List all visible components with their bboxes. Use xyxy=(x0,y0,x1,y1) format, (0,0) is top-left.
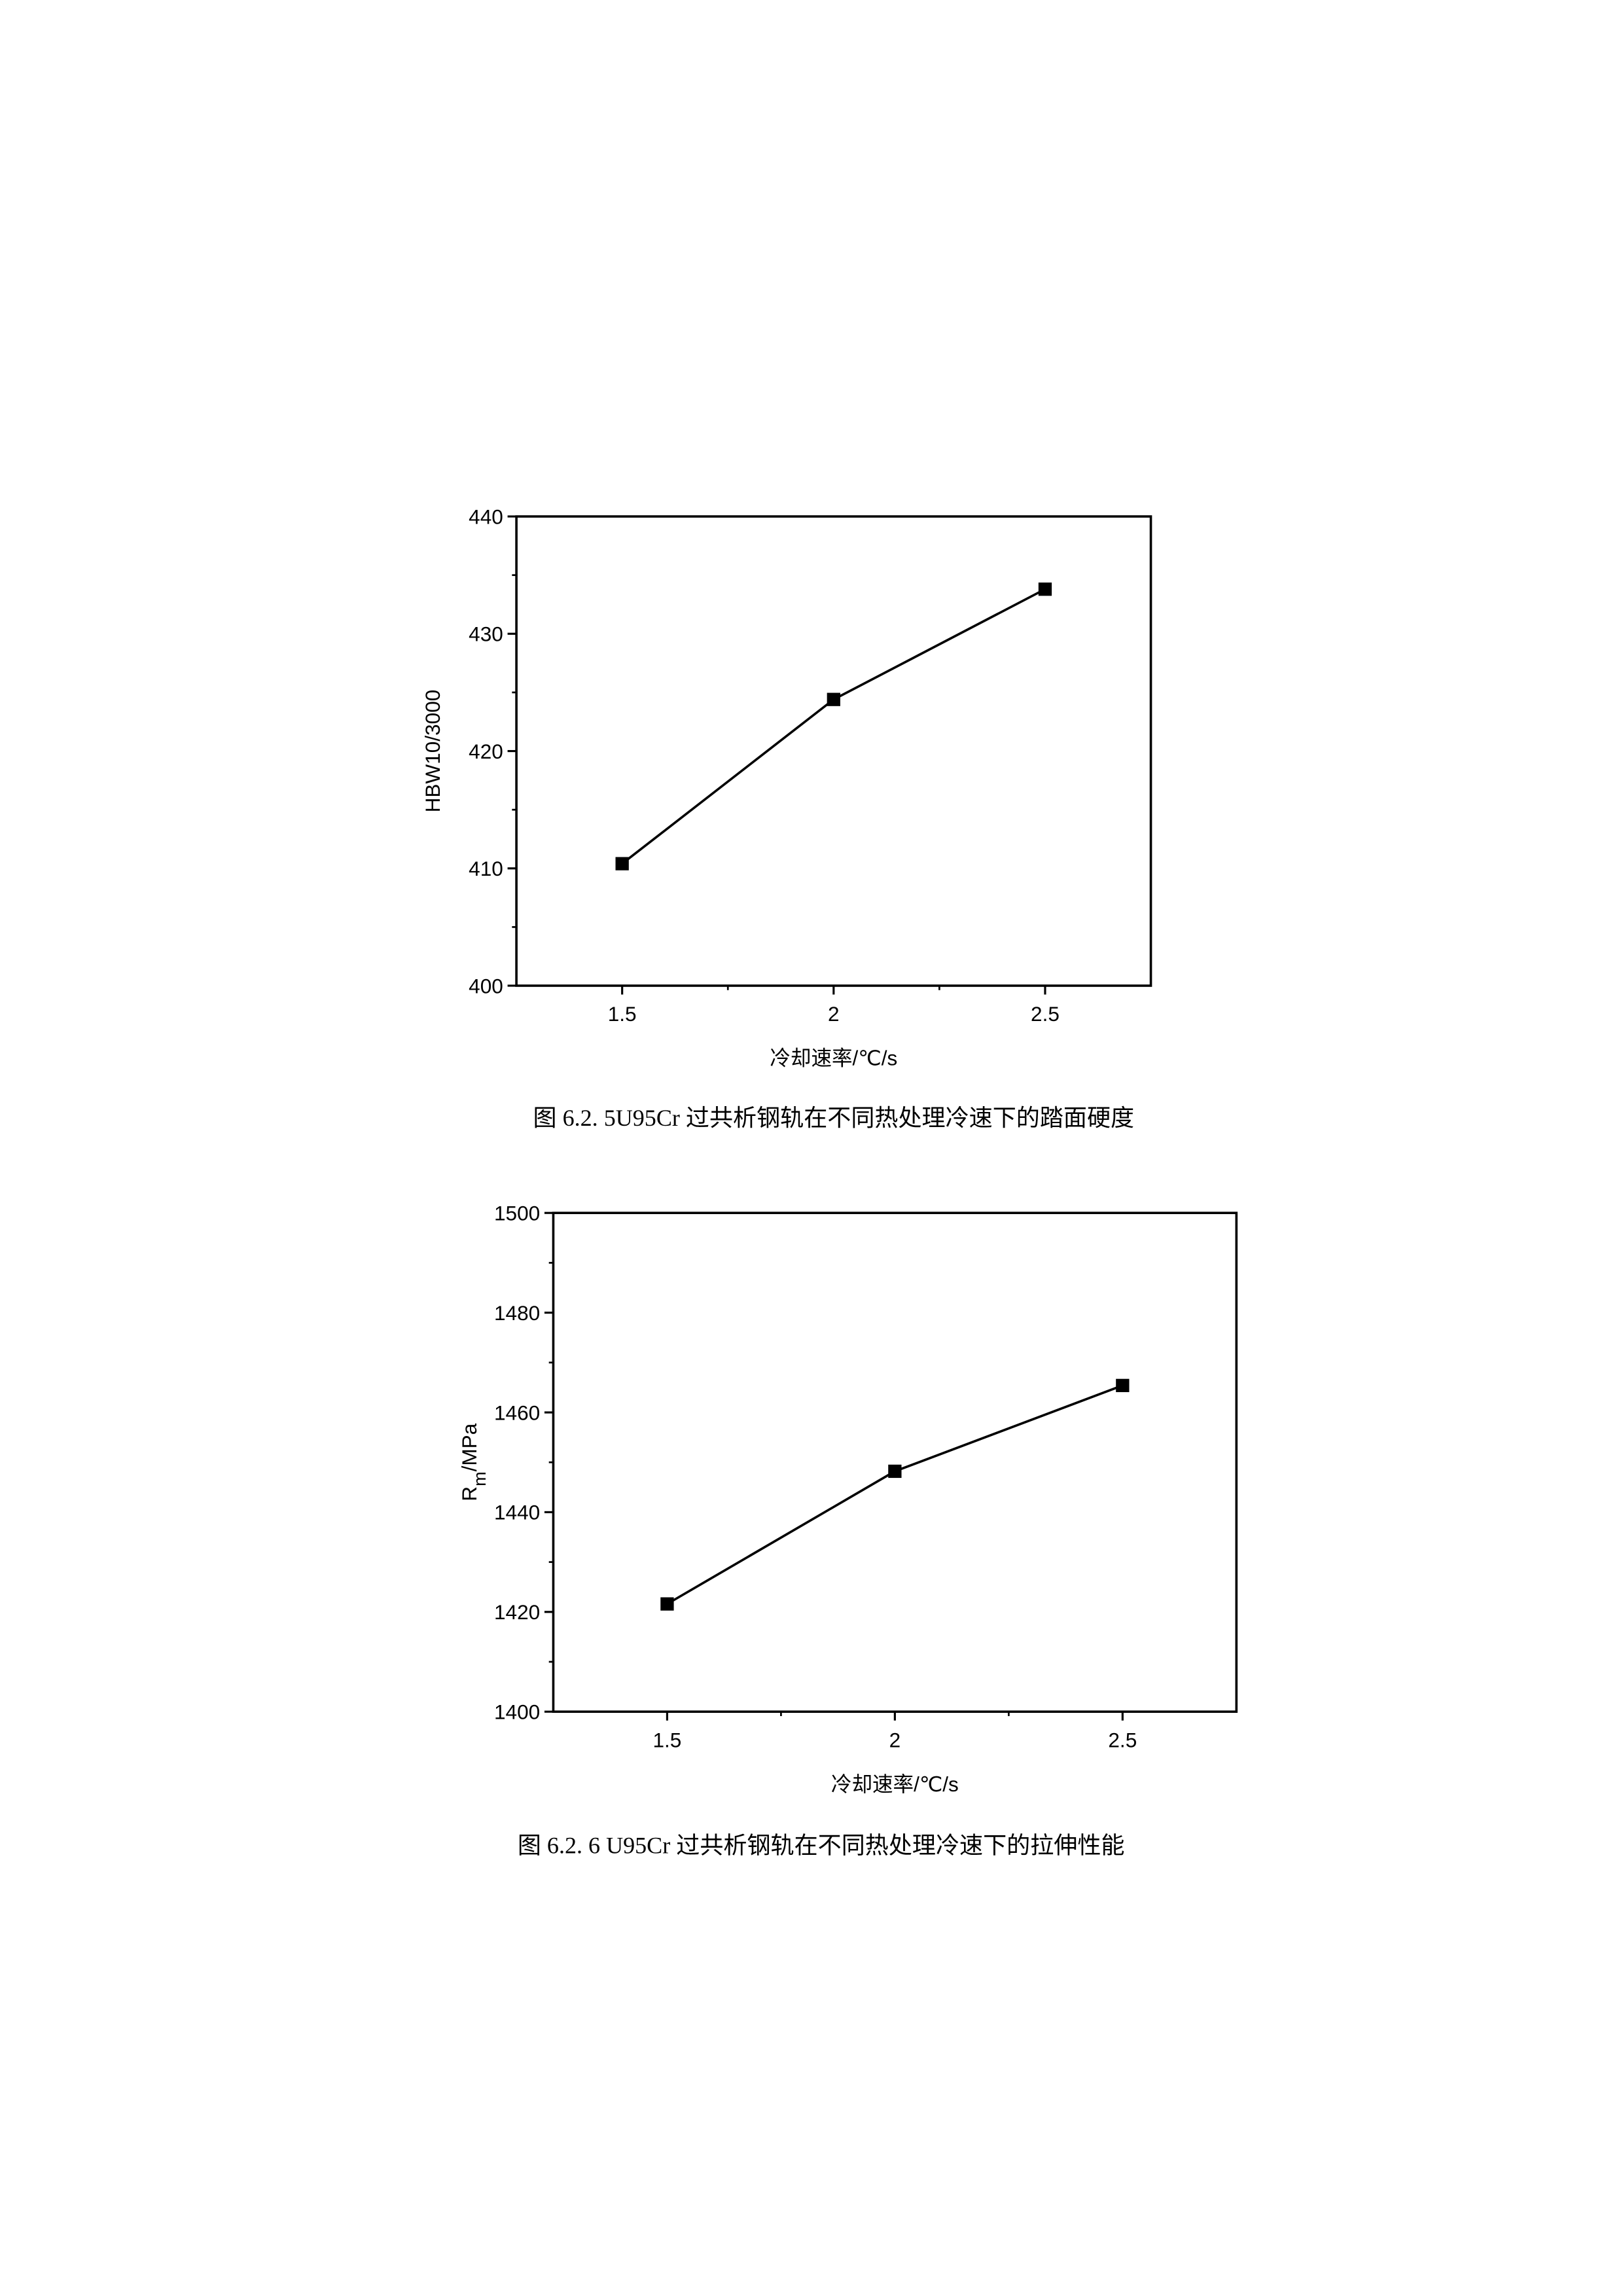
data-point xyxy=(888,1464,902,1479)
figure-caption: 图 6.2. 6 U95Cr 过共析钢轨在不同热处理冷速下的拉伸性能 xyxy=(518,1833,1125,1859)
x-tick-label: 1.5 xyxy=(608,1002,637,1026)
data-point xyxy=(615,857,629,870)
y-axis-label-part: /MPa xyxy=(457,1423,481,1471)
y-axis-label-part: R xyxy=(457,1486,481,1501)
y-tick-label: 400 xyxy=(469,974,503,997)
x-tick-label: 2 xyxy=(828,1002,840,1026)
x-axis-label: 冷却速率/℃/s xyxy=(770,1047,897,1070)
plot-frame xyxy=(552,1211,1238,1713)
y-tick-label: 1400 xyxy=(494,1700,540,1723)
y-axis-label-part: HBW10/3000 xyxy=(421,690,444,813)
y-tick-label: 1500 xyxy=(494,1201,540,1225)
y-tick-label: 1480 xyxy=(494,1301,540,1325)
y-tick-label: 430 xyxy=(469,622,503,646)
data-point xyxy=(1038,583,1052,596)
x-tick-label: 2.5 xyxy=(1031,1002,1060,1026)
y-tick-label: 410 xyxy=(469,857,503,880)
series-line xyxy=(621,588,1046,865)
y-axis-label-part: m xyxy=(470,1471,490,1486)
y-tick-label: 1460 xyxy=(494,1401,540,1424)
y-axis-label: Rm/MPa xyxy=(457,1423,490,1501)
x-tick-label: 1.5 xyxy=(653,1728,682,1751)
data-point xyxy=(660,1597,674,1611)
y-tick-label: 420 xyxy=(469,740,503,763)
y-tick-label: 1420 xyxy=(494,1600,540,1624)
x-axis-label: 冷却速率/℃/s xyxy=(831,1772,959,1796)
data-point xyxy=(1116,1378,1130,1393)
x-tick-label: 2.5 xyxy=(1108,1728,1137,1751)
y-tick-label: 1440 xyxy=(494,1501,540,1524)
y-axis-label: HBW10/3000 xyxy=(421,690,444,813)
series-line xyxy=(666,1384,1123,1605)
x-tick-label: 2 xyxy=(889,1728,901,1751)
data-point xyxy=(827,692,840,706)
chart: 400 410 420 430 440 1.5 2 2.5 冷却速率/℃/s HBW10/3000… xyxy=(421,505,1152,1131)
figure-caption: 图 6.2. 5U95Cr 过共析钢轨在不同热处理冷速下的踏面硬度 xyxy=(533,1105,1135,1131)
y-tick-label: 440 xyxy=(469,505,503,528)
chart: 1400 1420 1440 1460 1480 1500 1.5 2 2.5 冷却速率/℃/s R… xyxy=(457,1201,1238,1859)
plot-frame xyxy=(515,515,1152,987)
